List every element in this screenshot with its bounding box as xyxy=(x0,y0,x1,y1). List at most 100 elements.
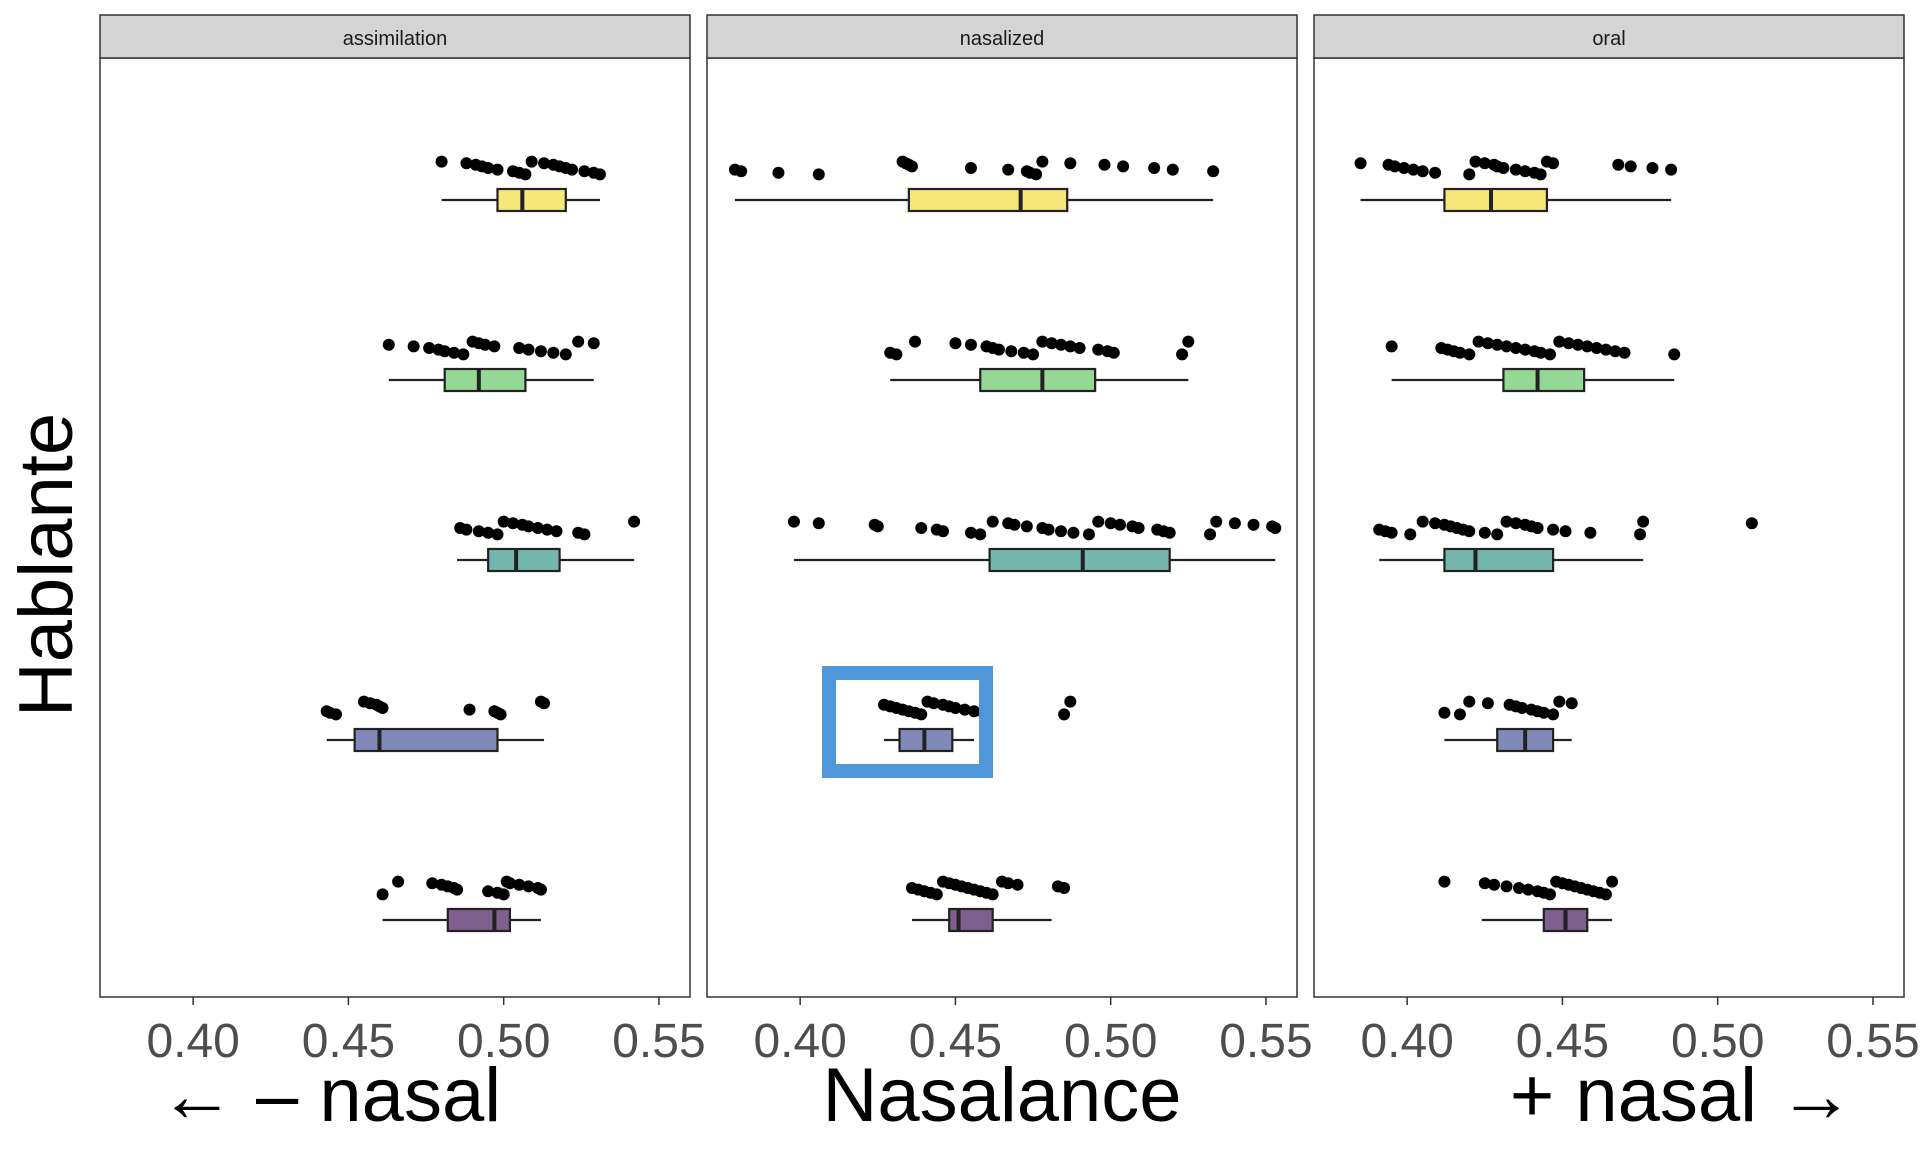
x-tick-label: 0.40 xyxy=(1360,1015,1453,1068)
x-tick-label: 0.50 xyxy=(1671,1015,1764,1068)
data-point xyxy=(1599,888,1612,901)
data-point xyxy=(1166,163,1179,176)
data-point xyxy=(1148,162,1161,174)
data-point xyxy=(1045,337,1058,350)
data-point xyxy=(1064,340,1077,353)
data-point xyxy=(1544,348,1556,361)
data-point xyxy=(460,523,473,536)
x-tick-label: 0.55 xyxy=(1219,1015,1312,1068)
speaker-1-group xyxy=(728,155,1220,213)
data-point xyxy=(915,522,928,534)
data-point xyxy=(1020,520,1033,533)
data-point xyxy=(890,348,903,361)
data-point xyxy=(426,877,439,890)
data-point xyxy=(503,877,516,890)
data-point xyxy=(1098,158,1111,171)
data-point xyxy=(1478,877,1491,890)
speaker-2-group xyxy=(1385,335,1681,393)
data-point xyxy=(1385,526,1398,539)
data-point xyxy=(1590,342,1603,354)
data-point xyxy=(1269,522,1282,534)
data-point xyxy=(1500,515,1513,528)
x-axis-title-right: + nasal → xyxy=(1510,1053,1854,1138)
data-point xyxy=(964,162,977,174)
data-point xyxy=(1469,155,1482,168)
facet-label: nasalized xyxy=(960,28,1045,50)
data-point xyxy=(550,525,563,538)
data-point xyxy=(1481,337,1494,350)
data-point xyxy=(1500,880,1513,893)
data-point xyxy=(1092,515,1105,528)
box-iqr xyxy=(353,727,499,753)
speaker-5-group xyxy=(376,875,547,933)
speaker-5-group xyxy=(1438,875,1619,933)
data-point xyxy=(1210,515,1223,528)
data-point xyxy=(479,338,492,351)
data-point xyxy=(1618,346,1631,359)
data-point xyxy=(905,160,918,173)
data-point xyxy=(1036,335,1049,348)
data-point xyxy=(1463,695,1476,708)
box-iqr xyxy=(443,367,527,393)
facet-panels: assimilation 0.40 0.45 0.50 0.55 nasalized 0.4… xyxy=(99,14,1920,1068)
data-point xyxy=(1491,338,1504,351)
data-point xyxy=(1011,878,1024,891)
data-point xyxy=(1117,160,1130,173)
data-point xyxy=(531,522,544,534)
data-point xyxy=(1398,162,1411,174)
data-point xyxy=(1073,342,1086,354)
facet-panel-oral: oral 0.40 0.45 0.50 0.55 xyxy=(1313,14,1920,1068)
box-iqr xyxy=(1502,367,1586,393)
data-point xyxy=(1522,883,1535,896)
panel-border xyxy=(706,57,1298,998)
data-point xyxy=(1036,155,1049,168)
data-point xyxy=(1008,518,1021,531)
data-point xyxy=(1107,346,1120,359)
data-point xyxy=(1092,343,1105,356)
data-point xyxy=(1562,337,1575,350)
data-point xyxy=(534,345,547,358)
data-point xyxy=(522,520,535,533)
data-point xyxy=(376,702,389,714)
box-iqr xyxy=(988,547,1171,573)
data-point xyxy=(964,338,977,351)
facet-panel-assimilation: assimilation 0.40 0.45 0.50 0.55 xyxy=(99,14,706,1068)
data-point xyxy=(559,348,572,361)
data-point xyxy=(1017,346,1030,359)
data-point xyxy=(812,168,825,181)
data-point xyxy=(1228,517,1241,530)
box-iqr xyxy=(446,907,511,933)
box-iqr xyxy=(1443,547,1555,573)
speaker-1-group xyxy=(1354,155,1678,213)
x-tick-label: 0.45 xyxy=(1516,1015,1609,1068)
data-point xyxy=(1547,708,1560,721)
data-point xyxy=(1559,525,1572,538)
data-point xyxy=(578,165,591,178)
data-point xyxy=(541,523,554,536)
data-point xyxy=(1058,882,1071,894)
data-point xyxy=(463,703,476,716)
data-point xyxy=(513,878,526,891)
data-point xyxy=(1478,157,1491,170)
x-tick-label: 0.45 xyxy=(302,1015,395,1068)
data-point xyxy=(1544,888,1556,901)
speaker-5-group xyxy=(905,875,1071,933)
data-point xyxy=(507,517,519,530)
data-point xyxy=(915,708,928,721)
data-point xyxy=(974,528,987,541)
data-point xyxy=(772,166,785,179)
data-point xyxy=(1537,706,1550,719)
speaker-3-group xyxy=(454,515,641,573)
data-point xyxy=(992,343,1005,356)
data-point xyxy=(1002,877,1015,890)
box-iqr xyxy=(907,187,1069,213)
data-point xyxy=(1606,875,1619,888)
data-point xyxy=(1497,162,1510,174)
data-point xyxy=(1516,702,1529,714)
data-point xyxy=(1042,523,1055,536)
data-point xyxy=(1637,515,1650,528)
data-point xyxy=(1509,163,1522,176)
data-point xyxy=(1207,165,1220,178)
data-point xyxy=(1488,878,1501,891)
